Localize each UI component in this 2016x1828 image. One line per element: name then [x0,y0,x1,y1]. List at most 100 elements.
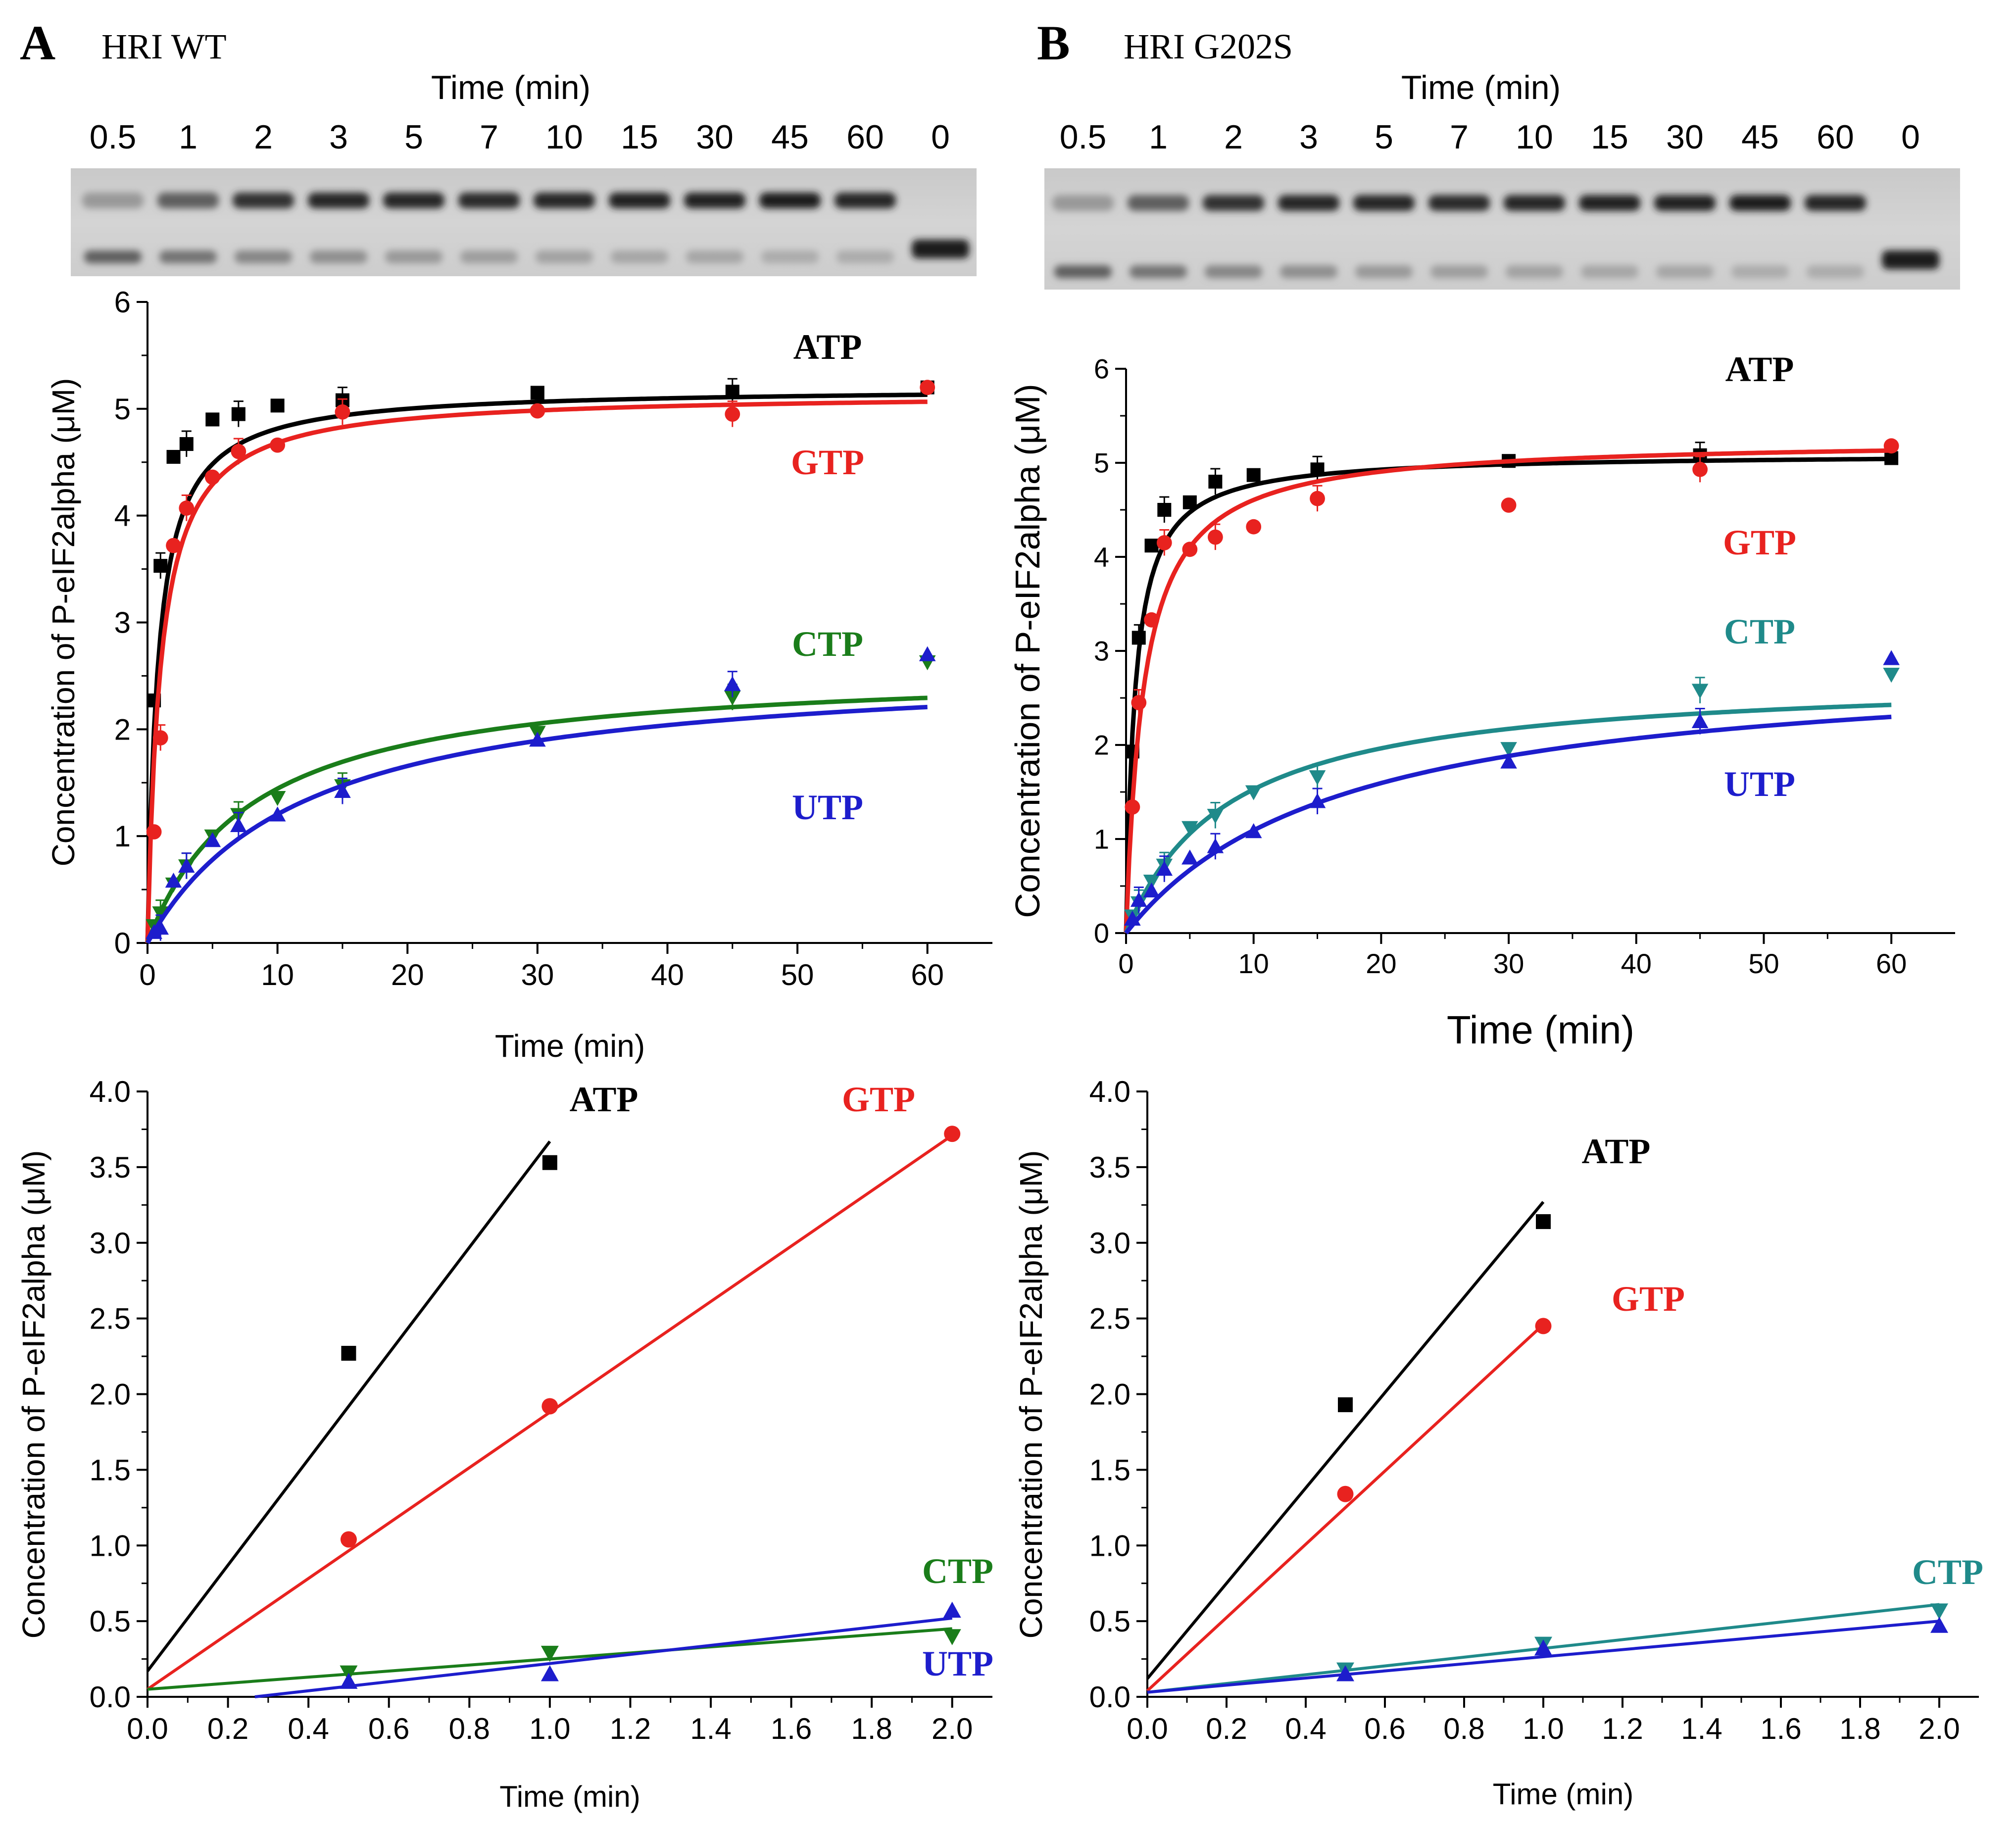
data-point [1156,535,1172,550]
gel-a-lane-labels: 0.5 1 2 3 5 7 10 15 30 45 60 0 [90,118,950,156]
gel-band-lower [836,250,894,263]
panel-b-letter: B [1037,15,1070,70]
series-label-gtp: GTP [1723,523,1796,562]
gel-band-lower [1054,265,1112,278]
data-point [153,559,168,573]
x-tick-label: 1.2 [1602,1712,1643,1745]
gel-band-lower [912,240,969,258]
y-tick-label: 1.5 [1089,1453,1131,1486]
y-tick-label: 2.0 [1089,1378,1131,1411]
x-tick-label: 0.8 [449,1712,490,1745]
gel-lane-label: 60 [846,118,884,156]
data-point [1692,461,1708,477]
y-tick-label: 0.0 [1089,1680,1131,1714]
x-tick-label: 0.2 [207,1712,248,1745]
data-point [1182,542,1198,557]
chart-a-bottom: 0.0 0.5 1.0 1.5 2.0 2.5 3.0 3.5 4.0 0.0 0.2 0.4 0.6 0… [16,1075,993,1813]
x-tick-label: 0.4 [1285,1712,1326,1745]
data-point [1534,1639,1552,1656]
gel-band-lower [1656,265,1714,278]
x-tick-label: 1.8 [851,1712,892,1745]
data-point [335,404,350,420]
panel-a-letter: A [20,15,55,70]
x-tick-label: 60 [1876,948,1907,979]
series-atp [1124,442,1899,934]
gel-band-upper [458,193,520,208]
gel-lane-label: 10 [1516,118,1553,156]
x-tick-label: 60 [911,958,944,991]
y-tick-label: 4.0 [1089,1075,1131,1108]
x-tick-label: 0.0 [127,1712,168,1745]
y-tick-label: 0.0 [90,1680,131,1714]
data-point [166,449,181,464]
data-point [724,691,741,706]
gel-band-upper [157,193,219,208]
gel-a-bands [82,193,969,263]
series-utp [1124,650,1900,935]
y-tick-label: 3.0 [90,1227,131,1260]
gel-band-upper [1654,195,1716,211]
gel-band-lower [536,250,593,263]
x-tick-label: 1.6 [771,1712,812,1745]
data-point [230,817,247,833]
data-point [920,380,935,395]
series-gtp [145,380,935,943]
gel-lane-label: 2 [254,118,273,156]
gel-band-lower [1130,265,1187,278]
gel-lane-label: 60 [1817,118,1854,156]
fit-line-gtp [1146,1323,1545,1692]
data-point [1207,838,1224,853]
data-point [725,406,740,422]
gel-band-upper [684,193,745,208]
data-point [1883,668,1900,683]
gel-band-lower [1731,265,1789,278]
fit-line-gtp [145,399,928,943]
data-point [1337,1485,1354,1502]
gel-lane-label: 2 [1224,118,1243,156]
x-tick-label: 0.8 [1443,1712,1484,1745]
y-tick-label: 5 [114,393,131,426]
y-tick-label: 3 [1094,636,1109,667]
gel-band-lower [1205,265,1262,278]
gel-band-lower [1506,265,1563,278]
gel-band-lower [1807,265,1864,278]
y-tick-label: 3.0 [1089,1227,1131,1260]
gel-band-upper [82,193,144,208]
x-tick-label: 0 [1118,948,1133,979]
series-gtp [147,1126,961,1691]
series-atp [146,1140,557,1672]
y-tick-label: 0.5 [1089,1605,1131,1638]
data-point [1125,799,1140,815]
series-label-ctp: CTP [1912,1552,1983,1592]
series-utp [254,1601,961,1698]
data-point [179,500,195,516]
series-label-atp: ATP [1725,349,1794,389]
data-point [1536,1214,1551,1229]
x-tick-label: 1.0 [529,1712,570,1745]
x-tick-label: 20 [1366,948,1396,979]
gel-lane-label: 1 [1149,118,1168,156]
gel-lane-label: 30 [696,118,734,156]
y-tick-label: 2 [1094,730,1109,761]
gel-lane-label: 45 [1741,118,1779,156]
data-point [1309,770,1326,786]
x-tick-label: 0.4 [288,1712,329,1745]
data-point [152,906,169,922]
data-point [1501,497,1517,513]
y-tick-label: 6 [1094,353,1109,385]
data-point [1157,503,1172,517]
x-axis-label: Time (min) [495,1028,645,1064]
gel-band-upper [534,193,595,208]
data-point [1246,468,1261,482]
gel-b-heading: Time (min) [1401,69,1561,106]
x-axis-label: Time (min) [1493,1778,1633,1811]
y-axis-label: Concentration of P-eIF2alpha (μM) [16,1150,51,1639]
y-tick-label: 6 [114,286,131,319]
gel-band-upper [1278,195,1339,211]
data-point [165,873,182,888]
data-point [179,437,194,451]
data-point [1535,1318,1552,1334]
chart-b-bottom: 0.0 0.5 1.0 1.5 2.0 2.5 3.0 3.5 4.0 0.0 0.2 0.4 0.6 0… [1013,1075,1983,1811]
gel-band-upper [609,193,670,208]
